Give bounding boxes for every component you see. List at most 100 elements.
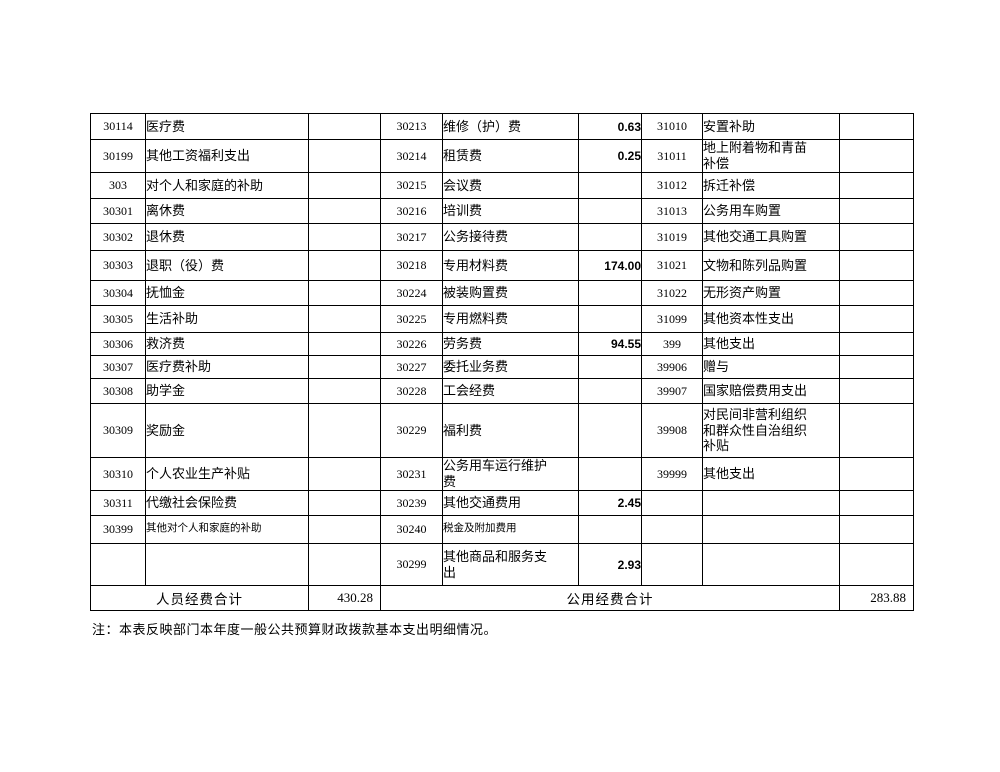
value-cell xyxy=(578,172,642,199)
name-cell: 劳务费 xyxy=(442,332,579,356)
name-cell: 委托业务费 xyxy=(442,355,579,379)
personnel-total-value: 430.28 xyxy=(308,585,381,611)
name-cell: 生活补助 xyxy=(145,305,309,333)
value-cell xyxy=(308,543,381,586)
value-cell xyxy=(578,305,642,333)
name-cell: 被装购置费 xyxy=(442,280,579,306)
code-cell: 30399 xyxy=(90,515,146,544)
name-cell: 国家赔偿费用支出 xyxy=(702,378,840,404)
table-body: 30114 医疗费 30213 维修（护）费 0.63 31010 安置补助 30199 其他工… xyxy=(90,113,914,611)
value-cell xyxy=(308,378,381,404)
name-cell: 对个人和家庭的补助 xyxy=(145,172,309,199)
code-cell: 303 xyxy=(90,172,146,199)
code-cell: 30231 xyxy=(380,457,443,491)
value-cell xyxy=(839,355,914,379)
value-cell xyxy=(308,457,381,491)
code-cell: 39999 xyxy=(641,457,703,491)
code-cell: 31019 xyxy=(641,223,703,251)
value-cell xyxy=(839,223,914,251)
value-cell xyxy=(308,403,381,458)
value-cell xyxy=(308,490,381,516)
name-cell: 其他支出 xyxy=(702,457,840,491)
code-cell: 30310 xyxy=(90,457,146,491)
code-cell: 30218 xyxy=(380,250,443,281)
code-cell: 30303 xyxy=(90,250,146,281)
value-cell xyxy=(578,355,642,379)
value-cell xyxy=(839,332,914,356)
code-cell: 30308 xyxy=(90,378,146,404)
name-cell: 专用燃料费 xyxy=(442,305,579,333)
table-row: 30304 抚恤金 30224 被装购置费 31022 无形资产购置 xyxy=(90,280,914,306)
name-cell: 公务用车购置 xyxy=(702,198,840,224)
value-cell: 94.55 xyxy=(578,332,642,356)
table-row: 30303 退职（役）费 30218 专用材料费 174.00 31021 文物和陈列品购置 xyxy=(90,250,914,281)
name-cell: 对民间非营利组织 和群众性自治组织 补贴 xyxy=(702,403,840,458)
name-cell: 租赁费 xyxy=(442,139,579,173)
code-cell xyxy=(90,543,146,586)
public-total-value: 283.88 xyxy=(839,585,914,611)
value-cell: 2.93 xyxy=(578,543,642,586)
value-cell xyxy=(839,515,914,544)
value-cell xyxy=(308,223,381,251)
name-cell: 地上附着物和青苗 补偿 xyxy=(702,139,840,173)
table-row: 30305 生活补助 30225 专用燃料费 31099 其他资本性支出 xyxy=(90,305,914,333)
code-cell: 399 xyxy=(641,332,703,356)
value-cell: 2.45 xyxy=(578,490,642,516)
code-cell: 30225 xyxy=(380,305,443,333)
value-cell xyxy=(308,355,381,379)
name-cell xyxy=(702,543,840,586)
name-cell: 其他交通费用 xyxy=(442,490,579,516)
code-cell: 31022 xyxy=(641,280,703,306)
value-cell xyxy=(578,198,642,224)
code-cell: 30306 xyxy=(90,332,146,356)
code-cell: 30304 xyxy=(90,280,146,306)
value-cell xyxy=(308,280,381,306)
name-cell: 拆迁补偿 xyxy=(702,172,840,199)
value-cell xyxy=(578,223,642,251)
name-cell: 税金及附加费用 xyxy=(442,515,579,544)
name-cell: 公务用车运行维护 费 xyxy=(442,457,579,491)
name-cell: 奖励金 xyxy=(145,403,309,458)
code-cell: 31013 xyxy=(641,198,703,224)
value-cell xyxy=(839,305,914,333)
code-cell: 30114 xyxy=(90,113,146,140)
table-row: 30310 个人农业生产补贴 30231 公务用车运行维护 费 39999 其他支出 xyxy=(90,457,914,491)
name-cell: 助学金 xyxy=(145,378,309,404)
code-cell: 30224 xyxy=(380,280,443,306)
name-cell: 退职（役）费 xyxy=(145,250,309,281)
name-cell: 其他工资福利支出 xyxy=(145,139,309,173)
name-cell: 安置补助 xyxy=(702,113,840,140)
code-cell: 30309 xyxy=(90,403,146,458)
personnel-total-label: 人员经费合计 xyxy=(90,585,309,611)
table-row: 30307 医疗费补助 30227 委托业务费 39906 赠与 xyxy=(90,355,914,379)
code-cell: 30307 xyxy=(90,355,146,379)
code-cell: 30226 xyxy=(380,332,443,356)
code-cell: 39908 xyxy=(641,403,703,458)
value-cell xyxy=(839,490,914,516)
table-row: 30114 医疗费 30213 维修（护）费 0.63 31010 安置补助 xyxy=(90,113,914,140)
code-cell: 30213 xyxy=(380,113,443,140)
value-cell xyxy=(839,543,914,586)
code-cell: 30199 xyxy=(90,139,146,173)
code-cell: 31010 xyxy=(641,113,703,140)
name-cell: 工会经费 xyxy=(442,378,579,404)
code-cell: 30305 xyxy=(90,305,146,333)
name-cell: 维修（护）费 xyxy=(442,113,579,140)
code-cell: 39906 xyxy=(641,355,703,379)
value-cell xyxy=(308,250,381,281)
budget-table: 30114 医疗费 30213 维修（护）费 0.63 31010 安置补助 30199 其他工… xyxy=(90,113,914,611)
value-cell xyxy=(578,378,642,404)
code-cell: 39907 xyxy=(641,378,703,404)
name-cell: 培训费 xyxy=(442,198,579,224)
name-cell: 其他支出 xyxy=(702,332,840,356)
name-cell: 其他交通工具购置 xyxy=(702,223,840,251)
code-cell xyxy=(641,515,703,544)
value-cell xyxy=(308,113,381,140)
table-row: 30199 其他工资福利支出 30214 租赁费 0.25 31011 地上附着物和青苗 补… xyxy=(90,139,914,173)
value-cell xyxy=(839,457,914,491)
code-cell: 30214 xyxy=(380,139,443,173)
value-cell xyxy=(578,280,642,306)
value-cell xyxy=(308,172,381,199)
table-row: 30302 退休费 30217 公务接待费 31019 其他交通工具购置 xyxy=(90,223,914,251)
value-cell xyxy=(839,139,914,173)
